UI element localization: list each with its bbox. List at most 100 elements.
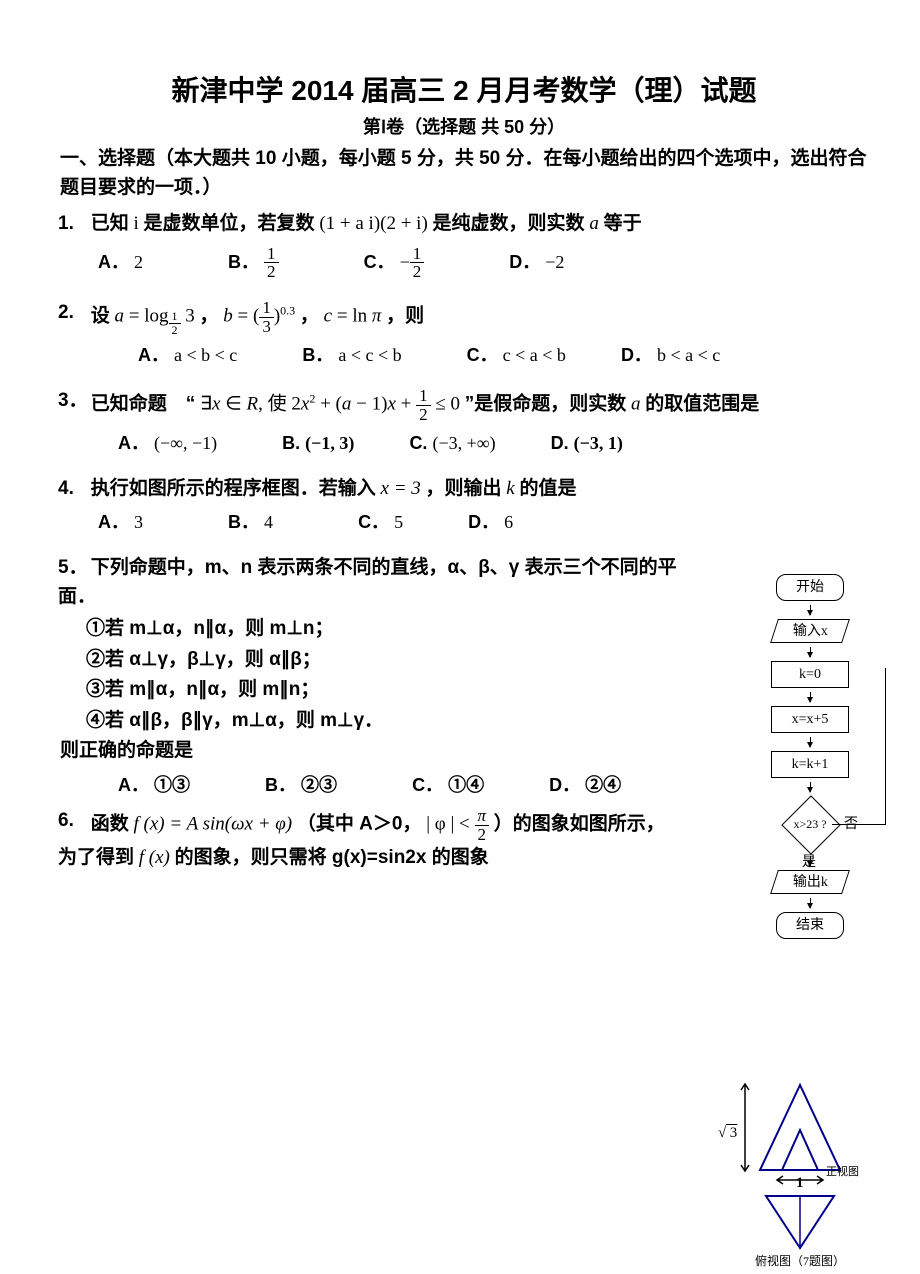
q1-opt-c: 12	[410, 245, 425, 282]
q3-opt-a: (−∞, −1)	[154, 433, 217, 453]
q3-mid2: ”是假命题，则实数	[465, 394, 627, 415]
q2-post: ，则	[386, 306, 424, 327]
opt-label-c: C．	[467, 345, 498, 365]
flow-input: 输入x	[770, 619, 850, 643]
opt-label-a: A．	[98, 252, 129, 272]
opt-label-b: B．	[302, 345, 333, 365]
question-6: 6. 函数 f (x) = A sin(ωx + φ) （其中 A＞0， | φ…	[58, 807, 678, 872]
q2-number: 2.	[58, 299, 86, 328]
q3-opt-d: (−3, 1)	[574, 433, 623, 453]
q4-opt-d: 6	[504, 512, 513, 532]
q1-opt-a: 2	[134, 252, 143, 272]
question-4: 4. 执行如图所示的程序框图．若输入 x = 3 ，则输出 k 的值是	[58, 475, 678, 504]
q4-number: 4.	[58, 475, 86, 504]
opt-label-d: D．	[468, 512, 499, 532]
question-1: 1. 已知 i 是虚数单位，若复数 (1 + a i)(2 + i) 是纯虚数，…	[58, 210, 870, 239]
opt-label-c: C．	[412, 775, 443, 795]
flow-no-vline	[885, 668, 886, 825]
q3-inR: ∈	[225, 394, 246, 415]
opt-label-b: B．	[228, 252, 259, 272]
q1-options: A． 2 B． 12 C． −12 D． −2	[98, 245, 870, 282]
q2-ceq: = ln	[337, 306, 372, 327]
flow-no-hline	[832, 824, 886, 825]
q3-post: 的取值范围是	[645, 394, 759, 415]
q1-number: 1.	[58, 210, 86, 239]
flow-start: 开始	[776, 574, 844, 601]
q5-p3: ③若 m∥α，n∥α，则 m∥n；	[86, 676, 686, 705]
q2-a: a	[115, 306, 125, 327]
frac-den: 3	[259, 318, 274, 336]
opt-label-b: B.	[282, 433, 300, 453]
q3-opt-c: (−3, +∞)	[432, 433, 495, 453]
q6-fx2: f (x)	[139, 847, 170, 868]
q6-pre: 函数	[91, 814, 129, 835]
q5-opt-a: ①③	[154, 775, 190, 795]
q2-pre: 设	[91, 306, 110, 327]
q2-beq: = (	[238, 306, 260, 327]
q5-p4: ④若 α∥β，β∥γ，m⊥α，则 m⊥γ．	[86, 707, 686, 736]
frac-num: π	[475, 807, 490, 826]
q3-pre: 已知命题 “	[91, 394, 196, 415]
q2-sep1: ，	[200, 306, 219, 327]
opt-label-d: D．	[509, 252, 540, 272]
flow-input-text: 输入x	[793, 621, 828, 642]
q3-exists: ∃	[200, 394, 212, 415]
flow-end: 结束	[776, 912, 844, 939]
frac-den: 2	[475, 826, 490, 844]
q6-mid1: （其中 A＞0，	[297, 814, 422, 835]
q5-p1: ①若 m⊥α，n∥α，则 m⊥n；	[86, 615, 686, 644]
flow-xx: x=x+5	[771, 706, 849, 733]
q2-b: b	[223, 306, 233, 327]
q4-options: A． 3 B． 4 C． 5 D． 6	[98, 509, 870, 536]
opt-label-b: B．	[265, 775, 296, 795]
flow-output-text: 输出k	[793, 872, 828, 893]
q3-plus: +	[396, 394, 416, 415]
q3-x: x	[212, 394, 220, 415]
opt-label-a: A．	[118, 433, 149, 453]
frac-den: 2	[264, 263, 279, 281]
opt-label-c: C．	[364, 252, 395, 272]
q5-intro: 下列命题中，m、n 表示两条不同的直线，α、β、γ 表示三个不同的平面．	[58, 557, 677, 607]
part-heading: 第Ⅰ卷（选择题 共 50 分）	[58, 114, 870, 141]
q2-a-arg: 3	[185, 306, 195, 327]
q3-sq: 2	[309, 392, 315, 406]
frac-num: 1	[259, 299, 274, 318]
flow-arrow	[810, 898, 811, 908]
question-5: 5． 下列命题中，m、n 表示两条不同的直线，α、β、γ 表示三个不同的平面．	[58, 554, 678, 611]
q2-bexp: 0.3	[280, 304, 295, 318]
q3-a: a	[342, 394, 352, 415]
flow-kk: k=k+1	[771, 751, 849, 778]
q4-mid: ，则输出	[426, 478, 502, 499]
q6-number: 6.	[58, 807, 86, 836]
q3-frac: 12	[416, 387, 431, 424]
frac-den: 2	[416, 406, 431, 424]
flow-arrow	[810, 605, 811, 615]
q1-a: a	[589, 213, 599, 234]
q6-phi: | φ | <	[426, 814, 470, 835]
q2-options: A． a < b < c B． a < c < b C． c < a < b D…	[138, 342, 870, 369]
q1-text-2: 是虚数单位，若复数	[144, 213, 315, 234]
q3-m1: − 1)	[351, 394, 387, 415]
frac-num: 1	[410, 245, 425, 264]
frac-den: 2	[169, 324, 181, 337]
q2-opt-c: c < a < b	[503, 345, 566, 365]
opt-label-d: D．	[621, 345, 652, 365]
flow-decision: x>23 ? 否 是	[782, 796, 838, 852]
figure-caption: 俯视图（7题图）	[730, 1252, 870, 1270]
question-2: 2. 设 a = log12 3 ， b = (13)0.3 ， c = ln …	[58, 299, 870, 336]
flow-arrow	[810, 782, 811, 792]
flowchart-figure: 开始 输入x k=0 x=x+5 k=k+1 x>23 ? 否 是 输出k 结束	[740, 570, 880, 943]
sqrt3-label: 3√	[726, 1122, 737, 1145]
q2-opt-a: a < b < c	[174, 345, 237, 365]
q3-options: A． (−∞, −1) B. (−1, 3) C. (−3, +∞) D. (−…	[118, 430, 870, 457]
opt-label-a: A．	[138, 345, 169, 365]
opt-label-c: C．	[358, 512, 389, 532]
frac-num: 1	[416, 387, 431, 406]
q3-x3: x	[387, 394, 395, 415]
q1-opt-d: −2	[545, 252, 564, 272]
q2-opt-b: a < c < b	[338, 345, 401, 365]
q2-logbase: 12	[169, 314, 181, 331]
q2-c: c	[324, 306, 332, 327]
one-label: 1	[796, 1172, 804, 1195]
q2-opt-d: b < a < c	[657, 345, 720, 365]
